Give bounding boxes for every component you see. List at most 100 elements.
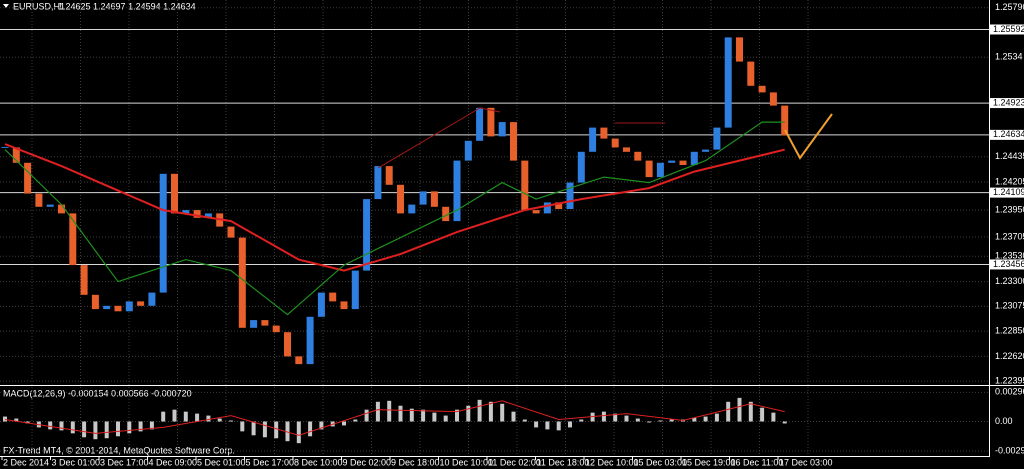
x-tick-label: 5 Dec 17:00 xyxy=(246,457,295,467)
macd-bar xyxy=(375,401,380,422)
candle xyxy=(736,37,743,62)
macd-bar xyxy=(613,413,618,422)
x-tick-label: 9 Dec 18:00 xyxy=(391,457,440,467)
candle xyxy=(487,107,495,137)
candle xyxy=(340,301,348,310)
candle xyxy=(351,270,359,310)
macd-bar xyxy=(206,415,211,422)
candle xyxy=(577,151,585,183)
price-level-label: 1.24923 xyxy=(993,97,1024,107)
macd-bar xyxy=(3,416,7,422)
x-tick-label: 4 Dec 09:00 xyxy=(149,457,198,467)
macd-bar xyxy=(149,421,154,430)
chart-title: EURUSD,H1 xyxy=(13,1,65,11)
x-tick-label: 11 Dec 02:00 xyxy=(488,457,541,467)
macd-title: MACD(12,26,9) -0.000154 0.000566 -0.0007… xyxy=(3,388,192,398)
x-tick-label: 17 Dec 03:00 xyxy=(779,457,833,467)
menu-arrow[interactable] xyxy=(3,4,9,8)
y-tick-label: 1.22620 xyxy=(995,351,1024,361)
macd-bar xyxy=(432,412,437,422)
macd-bar xyxy=(421,409,426,422)
macd-bar xyxy=(748,401,753,422)
macd-bar xyxy=(500,403,505,422)
candle xyxy=(125,301,133,312)
macd-bar xyxy=(568,421,572,428)
macd-bar xyxy=(251,421,256,436)
macd-bar xyxy=(262,421,267,438)
candle xyxy=(284,332,291,357)
zigzag-annotation xyxy=(784,113,833,160)
candle xyxy=(611,138,619,148)
macd-bar xyxy=(737,397,742,422)
macd-bar xyxy=(714,413,719,422)
macd-bar xyxy=(195,413,200,422)
candle xyxy=(510,122,517,161)
candle xyxy=(374,166,382,200)
candle xyxy=(442,206,450,222)
y-tick-label: 1.23300 xyxy=(995,276,1024,286)
price-label-box xyxy=(990,129,1024,140)
trendline xyxy=(377,107,501,169)
candle xyxy=(397,184,404,214)
macd-bar xyxy=(93,421,98,440)
macd-bar xyxy=(138,421,143,432)
macd-bar xyxy=(477,399,482,422)
macd-bar xyxy=(217,418,222,422)
macd-bar xyxy=(296,421,301,444)
macd-bar xyxy=(635,418,640,422)
macd-bar xyxy=(116,421,120,437)
price-level-label: 1.24634 xyxy=(993,129,1024,139)
candle xyxy=(250,320,258,328)
candle xyxy=(69,213,77,266)
y-tick-label: 1.24205 xyxy=(995,176,1024,186)
candle xyxy=(498,122,506,137)
macd-bar xyxy=(669,419,674,422)
candle xyxy=(272,325,280,333)
macd-bar xyxy=(183,411,188,422)
macd-bar xyxy=(409,408,414,422)
price-level-label: 1.25592 xyxy=(993,24,1024,34)
candle xyxy=(464,140,472,161)
candle xyxy=(747,61,755,86)
macd-bar xyxy=(59,421,64,431)
macd-bar xyxy=(398,405,403,422)
candle xyxy=(159,173,167,293)
candle xyxy=(690,151,698,165)
candle xyxy=(46,204,54,207)
macd-bar xyxy=(172,409,177,422)
candle xyxy=(182,210,190,214)
candle xyxy=(148,292,156,306)
candle xyxy=(600,127,608,139)
candle xyxy=(295,356,303,365)
candle xyxy=(204,213,212,218)
macd-bar xyxy=(104,421,109,439)
y-tick-label: 0.002962 xyxy=(995,387,1024,397)
moving-average xyxy=(4,143,785,272)
macd-bar xyxy=(127,421,132,434)
candle xyxy=(769,92,777,106)
candle xyxy=(668,160,676,163)
candle xyxy=(137,301,145,306)
macd-bar xyxy=(771,412,776,422)
x-tick-label: 2 Dec 2014 xyxy=(3,457,49,467)
price-level-label: 1.23456 xyxy=(993,259,1024,269)
y-tick-label: 1.22395 xyxy=(995,376,1024,386)
candle xyxy=(758,85,766,93)
candle xyxy=(521,160,529,211)
macd-bar xyxy=(240,421,245,432)
y-tick-label: 1.23075 xyxy=(995,301,1024,311)
x-tick-label: 15 Dec 19:00 xyxy=(682,457,736,467)
macd-bar xyxy=(534,421,539,428)
x-tick-label: 3 Dec 17:00 xyxy=(100,457,149,467)
macd-bar xyxy=(511,411,516,422)
macd-bar xyxy=(601,411,606,422)
macd-bar xyxy=(285,421,290,442)
y-tick-label: -0.002999 xyxy=(995,445,1024,455)
signal-line xyxy=(4,400,785,436)
y-tick-label: 1.25790 xyxy=(995,2,1024,12)
macd-bar xyxy=(364,409,369,422)
macd-bar xyxy=(760,407,765,422)
macd-bar xyxy=(782,421,787,424)
price-label-box xyxy=(990,24,1024,35)
candle xyxy=(476,107,484,141)
